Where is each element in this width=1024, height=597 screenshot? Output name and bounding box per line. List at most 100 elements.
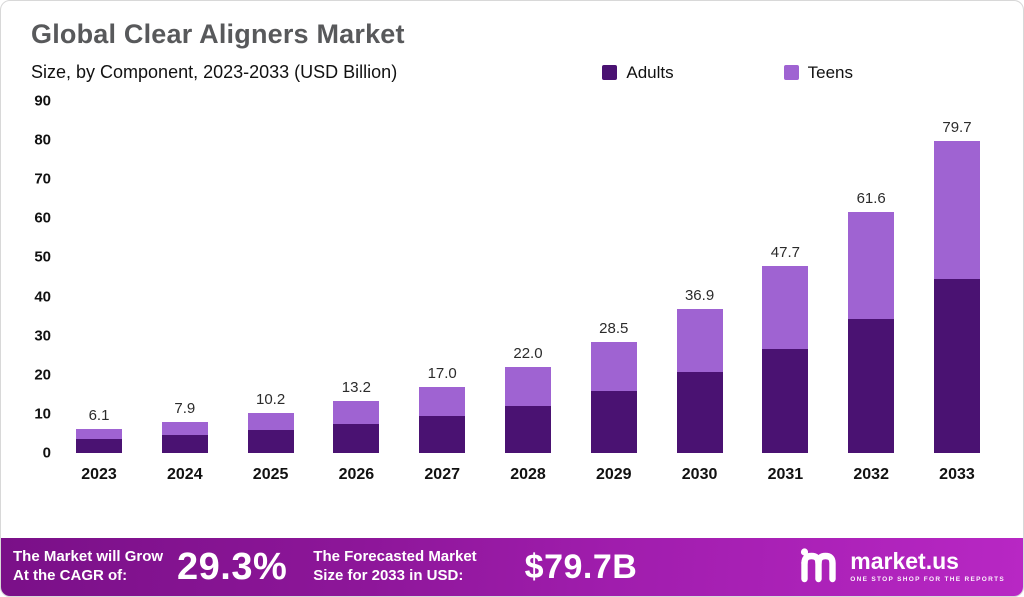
bar-segment-adults — [419, 415, 466, 453]
bar-group: 10.2 — [235, 101, 307, 453]
bar-segment-adults — [76, 439, 122, 453]
bar-total-label: 6.1 — [88, 407, 110, 425]
legend-swatch — [783, 65, 799, 80]
bar-total-label: 10.2 — [255, 391, 286, 409]
x-axis-label: 2030 — [681, 466, 718, 483]
y-tick-label: 70 — [34, 170, 51, 188]
forecast-label: The Forecasted Market Size for 2033 in U… — [313, 548, 477, 584]
footer-banner: The Market will Grow At the CAGR of: 29.… — [1, 538, 1023, 596]
bar-segment-teens — [676, 308, 723, 373]
y-tick-label: 40 — [34, 288, 51, 306]
x-axis-label: 2025 — [252, 466, 289, 483]
x-axis: 2023 2024 2025 2026 2027 2028 2029 2030 2031 2032… — [63, 453, 993, 497]
bar-stack — [676, 308, 723, 453]
page-title: Global Clear Aligners Market — [31, 19, 405, 49]
bar-stack — [161, 422, 208, 453]
bar-total-label: 36.9 — [684, 286, 715, 304]
x-axis-label: 2033 — [939, 466, 975, 483]
bar-segment-adults — [247, 429, 294, 453]
bar-group: 22.0 — [492, 101, 564, 453]
bar-total-label: 17.0 — [427, 364, 457, 382]
y-tick-label: 80 — [34, 131, 51, 149]
bar-segment-adults — [333, 424, 380, 453]
bar-segment-adults — [762, 349, 809, 453]
brand-block: market.us ONE STOP SHOP FOR THE REPORTS — [798, 547, 1005, 588]
y-tick-label: 90 — [34, 92, 51, 110]
y-tick-label: 30 — [34, 327, 51, 345]
bar-segment-teens — [590, 341, 637, 391]
legend-swatch — [602, 65, 618, 80]
bar-group: 61.6 — [835, 101, 907, 453]
legend-label: Teens — [807, 62, 853, 82]
bar-stack — [848, 212, 895, 453]
bar-segment-teens — [419, 386, 466, 416]
bar-total-label: 79.7 — [942, 119, 972, 137]
bar-group: 36.9 — [664, 101, 736, 453]
marketus-logo-icon — [798, 547, 840, 588]
bar-segment-teens — [762, 266, 809, 350]
bar-group: 79.7 — [921, 101, 993, 453]
brand-name: market.us — [850, 548, 959, 575]
bar-total-label: 61.6 — [856, 190, 886, 208]
bar-segment-adults — [848, 318, 895, 453]
bar-segment-teens — [504, 366, 551, 407]
bar-total-label: 13.2 — [341, 379, 371, 397]
bar-total-label: 7.9 — [174, 400, 196, 418]
bar-group: 17.0 — [406, 101, 478, 453]
x-axis-label: 2032 — [853, 466, 889, 483]
chart-area: 0 10 20 30 40 50 60 70 80 90 6.1 7.9 10.2 13.2 17.0 22… — [1, 93, 1023, 462]
legend-item-adults: Adults — [602, 62, 674, 83]
y-tick-label: 10 — [34, 405, 51, 423]
bar-segment-teens — [161, 422, 208, 436]
bar-segment-teens — [933, 141, 980, 279]
bar-total-label: 28.5 — [599, 319, 629, 337]
chart-subtitle: Size, by Component, 2023-2033 (USD Billi… — [31, 62, 398, 82]
y-tick-label: 20 — [34, 366, 51, 384]
x-axis-label: 2028 — [510, 466, 546, 483]
bar-stack — [762, 266, 809, 453]
brand-tagline: ONE STOP SHOP FOR THE REPORTS — [850, 576, 1005, 584]
bar-group: 28.5 — [578, 101, 650, 453]
x-axis-label: 2029 — [595, 466, 632, 483]
x-axis-label: 2023 — [81, 466, 117, 483]
bar-total-label: 22.0 — [513, 344, 543, 362]
legend: Adults Teens — [602, 63, 853, 83]
bar-segment-adults — [676, 372, 723, 453]
spacer — [1, 497, 1023, 538]
bar-segment-adults — [590, 390, 637, 453]
bar-segment-adults — [504, 406, 551, 453]
bar-stack — [504, 366, 551, 453]
bar-segment-teens — [247, 413, 294, 430]
x-axis-label: 2027 — [424, 466, 460, 483]
y-tick-label: 60 — [34, 209, 51, 227]
bar-stack — [247, 413, 294, 453]
forecast-value: $79.7B — [524, 547, 638, 586]
legend-item-teens: Teens — [783, 62, 853, 83]
x-axis-label: 2024 — [167, 466, 203, 483]
bar-stack — [590, 341, 637, 453]
y-tick-label: 0 — [42, 444, 51, 462]
bar-group: 7.9 — [149, 101, 221, 453]
bar-stack — [419, 386, 466, 453]
bar-segment-teens — [848, 212, 895, 319]
subtitle-row: Size, by Component, 2023-2033 (USD Billi… — [31, 62, 993, 83]
cagr-value: 29.3% — [177, 545, 288, 588]
bar-stack — [76, 429, 122, 453]
chart-header: Global Clear Aligners Market Size, by Co… — [1, 1, 1023, 101]
bar-segment-teens — [333, 401, 380, 425]
bar-segment-adults — [161, 435, 208, 453]
legend-label: Adults — [626, 62, 674, 82]
bar-stack — [333, 401, 380, 453]
brand-text: market.us ONE STOP SHOP FOR THE REPORTS — [850, 550, 1005, 584]
x-axis-label: 2026 — [338, 466, 375, 483]
bar-segment-teens — [76, 429, 122, 440]
bar-group: 6.1 — [63, 101, 135, 453]
x-axis-label: 2031 — [767, 466, 804, 483]
bar-stack — [933, 141, 980, 453]
bar-segment-adults — [933, 278, 980, 453]
plot-area: 6.1 7.9 10.2 13.2 17.0 22.0 28.5 36.9 47.7 61.6 79… — [63, 101, 993, 453]
bar-group: 13.2 — [320, 101, 392, 453]
bar-total-label: 47.7 — [770, 244, 800, 262]
y-axis: 0 10 20 30 40 50 60 70 80 90 — [15, 93, 63, 462]
